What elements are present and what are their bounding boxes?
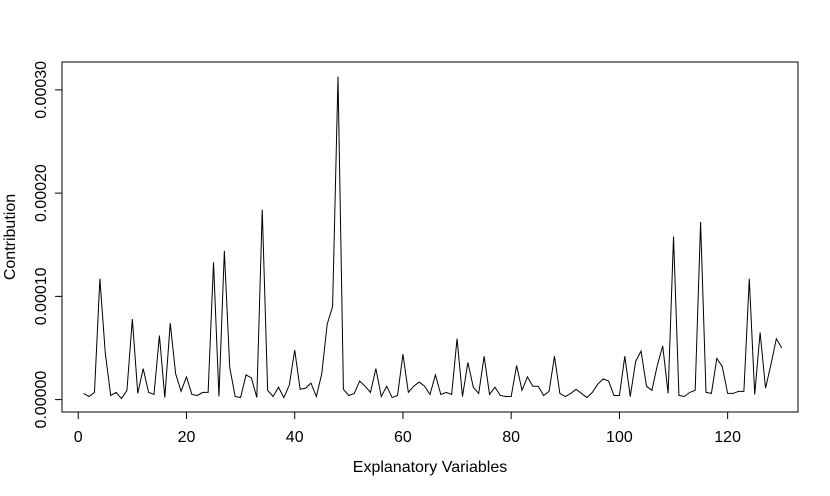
- y-tick-label: 0.00030: [33, 61, 50, 119]
- x-tick-label: 20: [178, 429, 196, 446]
- x-axis: 0 20 40 60 80 100 120: [74, 412, 741, 446]
- x-tick-label: 80: [502, 429, 520, 446]
- plot-frame: [61, 61, 799, 413]
- x-tick-label: 60: [394, 429, 412, 446]
- x-tick-label: 120: [714, 429, 741, 446]
- y-tick-label: 0.00000: [33, 371, 50, 429]
- y-axis-label: Contribution: [2, 194, 19, 280]
- series-line: [83, 76, 783, 400]
- x-axis-label: Explanatory Variables: [353, 459, 507, 476]
- y-axis: 0.00000 0.00010 0.00020 0.00030: [33, 61, 62, 429]
- x-tick-label: 0: [74, 429, 83, 446]
- x-tick-label: 40: [286, 429, 304, 446]
- y-tick-label: 0.00020: [33, 164, 50, 222]
- x-tick-label: 100: [606, 429, 633, 446]
- y-tick-label: 0.00010: [33, 267, 50, 325]
- series-layer: [83, 76, 783, 400]
